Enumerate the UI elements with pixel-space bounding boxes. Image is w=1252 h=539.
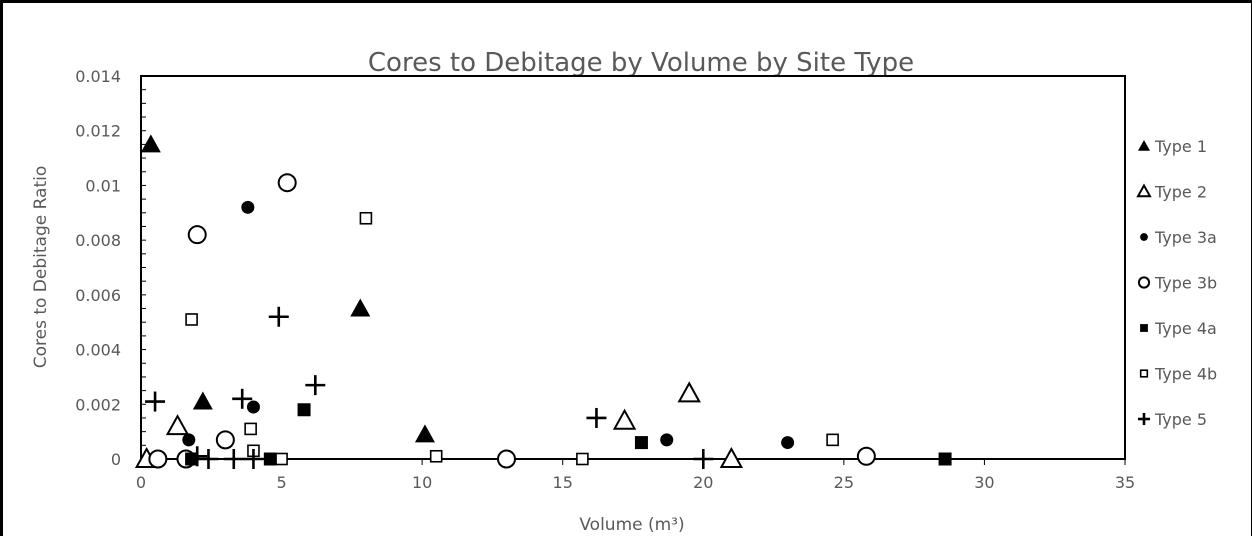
data-point-type-3a bbox=[660, 433, 674, 447]
data-point-type-3b bbox=[187, 225, 207, 245]
x-tick-label: 15 bbox=[553, 473, 573, 492]
data-point-type-5 bbox=[268, 306, 289, 327]
x-tick-labels: 0 5 10 15 20 25 30 35 bbox=[136, 473, 1135, 492]
data-point-type-2 bbox=[677, 381, 701, 403]
data-point-type-4a bbox=[634, 436, 648, 450]
legend-item-type-4a: Type 4a bbox=[1140, 319, 1217, 338]
legend-marker-type-4a bbox=[1140, 324, 1148, 332]
legend-marker-type-2 bbox=[1136, 183, 1152, 198]
data-point-type-3a bbox=[246, 400, 260, 414]
legend-label: Type 4a bbox=[1154, 319, 1217, 338]
data-point-type-4b bbox=[244, 422, 257, 436]
y-tick-label: 0 bbox=[111, 450, 121, 469]
data-point-type-1 bbox=[350, 298, 371, 317]
scatter-chart: Cores to Debitage by Volume by Site Type… bbox=[31, 48, 1217, 535]
data-point-type-2 bbox=[165, 414, 190, 436]
y-minor-ticks bbox=[141, 75, 146, 460]
data-point-type-3b bbox=[215, 430, 235, 450]
legend-label: Type 3b bbox=[1154, 274, 1217, 293]
data-point-type-2 bbox=[719, 446, 744, 468]
data-point-type-2 bbox=[612, 408, 637, 430]
data-point-type-4a bbox=[297, 403, 311, 417]
data-point-type-1 bbox=[414, 424, 435, 443]
x-tick-label: 30 bbox=[974, 473, 994, 492]
data-point-type-4b bbox=[826, 433, 839, 447]
data-point-type-1 bbox=[192, 391, 213, 410]
x-tick-label: 35 bbox=[1115, 473, 1135, 492]
legend-marker-type-5 bbox=[1138, 413, 1150, 425]
legend-item-type-4b: Type 4b bbox=[1139, 365, 1217, 384]
data-point-type-5 bbox=[187, 446, 208, 467]
x-tick-label: 10 bbox=[412, 473, 432, 492]
legend-item-type-5: Type 5 bbox=[1138, 410, 1207, 429]
x-tick-label: 0 bbox=[136, 473, 146, 492]
y-tick-label: 0.004 bbox=[75, 341, 121, 360]
y-tick-label: 0.006 bbox=[75, 286, 121, 305]
y-axis-label: Cores to Debitage Ratio bbox=[31, 166, 51, 369]
data-point-type-5 bbox=[232, 388, 253, 409]
y-tick-label: 0.002 bbox=[75, 395, 121, 414]
plot-area: 0 5 10 15 20 25 30 35 0 0.002 0.004 0.006 0.008 0.01… bbox=[75, 67, 1135, 492]
legend-label: Type 2 bbox=[1154, 183, 1207, 202]
data-point-type-5 bbox=[586, 407, 607, 428]
legend-item-type-1: Type 1 bbox=[1138, 137, 1207, 156]
data-point-type-5 bbox=[223, 449, 244, 469]
data-point-type-5 bbox=[243, 449, 264, 469]
data-point-type-3b bbox=[277, 173, 297, 193]
data-point-type-4b bbox=[359, 211, 373, 225]
y-tick-label: 0.014 bbox=[75, 67, 121, 86]
x-tick-label: 25 bbox=[834, 473, 854, 492]
legend-marker-type-3b bbox=[1137, 276, 1151, 289]
legend-label: Type 3a bbox=[1154, 228, 1217, 247]
data-point-type-3b bbox=[496, 449, 516, 469]
y-tick-labels: 0 0.002 0.004 0.006 0.008 0.01 0.012 0.014 bbox=[75, 67, 121, 469]
data-point-type-5 bbox=[305, 375, 326, 396]
data-point-type-5 bbox=[145, 391, 166, 412]
data-point-type-4a bbox=[263, 452, 277, 466]
legend-label: Type 4b bbox=[1154, 365, 1217, 384]
data-point-type-4b bbox=[576, 452, 589, 466]
data-point-type-3b bbox=[148, 449, 168, 469]
data-point-type-4a bbox=[938, 452, 952, 466]
chart-title: Cores to Debitage by Volume by Site Type bbox=[368, 48, 914, 78]
data-point-type-4b bbox=[185, 313, 198, 326]
x-tick-label: 20 bbox=[693, 473, 713, 492]
x-tick-label: 5 bbox=[276, 473, 286, 492]
data-markers bbox=[134, 134, 952, 469]
data-point-type-3b bbox=[856, 446, 876, 466]
data-point-type-4b bbox=[275, 452, 288, 466]
data-point-type-5 bbox=[198, 449, 219, 469]
data-point-type-1 bbox=[140, 134, 161, 153]
plot-border bbox=[140, 75, 1126, 460]
data-point-type-4b bbox=[429, 449, 443, 463]
y-tick-label: 0.01 bbox=[85, 176, 121, 195]
legend-label: Type 5 bbox=[1154, 410, 1207, 429]
y-tick-label: 0.012 bbox=[75, 122, 121, 141]
y-tick-label: 0.008 bbox=[75, 231, 121, 250]
x-axis-label: Volume (m³) bbox=[579, 515, 684, 535]
data-point-type-3a bbox=[781, 436, 795, 450]
legend-item-type-3a: Type 3a bbox=[1140, 228, 1217, 247]
chart-legend: Type 1 Type 2 Type 3a Type 3b Type 4a Type 4b… bbox=[1136, 137, 1217, 429]
legend-marker-type-1 bbox=[1138, 140, 1150, 151]
data-point-type-3a bbox=[182, 433, 196, 447]
legend-item-type-2: Type 2 bbox=[1136, 183, 1207, 202]
data-point-type-3a bbox=[241, 200, 255, 214]
legend-label: Type 1 bbox=[1154, 137, 1207, 156]
legend-item-type-3b: Type 3b bbox=[1137, 274, 1217, 293]
data-point-type-5 bbox=[693, 449, 714, 469]
legend-marker-type-4b bbox=[1139, 369, 1149, 378]
legend-marker-type-3a bbox=[1140, 233, 1148, 241]
